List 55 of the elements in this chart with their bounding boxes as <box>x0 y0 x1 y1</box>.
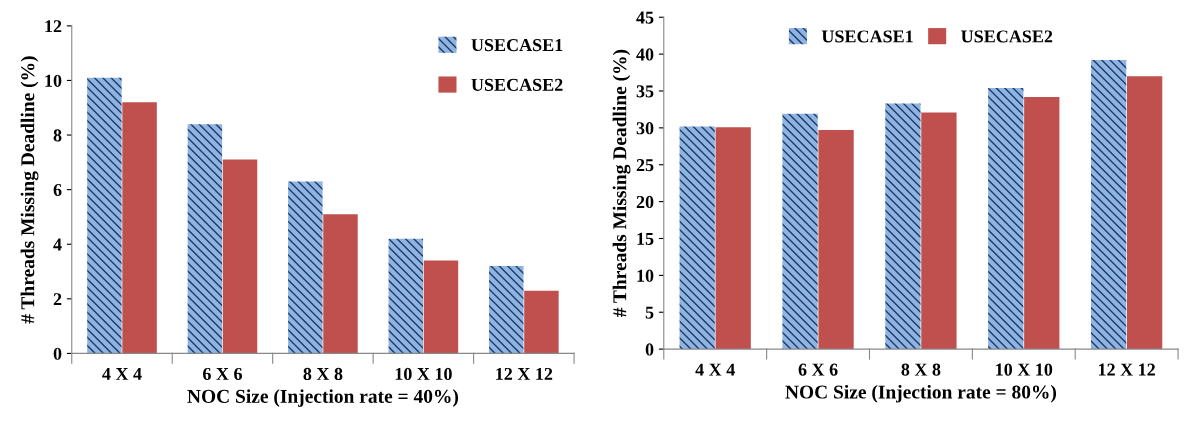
x-tick-label: 6 X 6 <box>798 363 838 376</box>
x-tick-label: 10 X 10 <box>996 363 1053 376</box>
legend-label: USECASE2 <box>471 78 563 91</box>
y-tick-label: 12 <box>45 20 62 33</box>
bar <box>885 103 921 350</box>
y-tick-label: 4 <box>53 238 62 251</box>
x-axis-title: NOC Size (Injection rate = 80%) <box>785 384 1057 403</box>
y-tick-label: 6 <box>53 183 62 197</box>
y-axis-title: # Threads Missing Deadline (%) <box>612 49 631 318</box>
y-tick-label: 0 <box>53 347 62 360</box>
bar <box>1126 76 1163 350</box>
y-tick-label: 0 <box>645 343 654 356</box>
bar <box>818 130 854 350</box>
bar <box>921 112 957 350</box>
x-axis-title: NOC Size (Injection rate = 40%) <box>187 389 459 407</box>
bar <box>187 124 223 354</box>
bar <box>288 181 323 354</box>
y-tick-label: 45 <box>636 11 654 24</box>
y-tick-label: 10 <box>45 74 62 87</box>
y-tick-label: 35 <box>636 85 654 98</box>
bar <box>423 260 459 354</box>
bar <box>1090 60 1127 350</box>
bar <box>988 88 1024 350</box>
y-tick-label: 10 <box>637 269 654 282</box>
bar <box>1024 96 1060 350</box>
bar <box>323 214 358 354</box>
legend-label: USECASE1 <box>471 39 563 52</box>
legend-label: USECASE2 <box>961 30 1053 43</box>
y-axis-title: # Threads Missing Deadline (%) <box>20 56 39 324</box>
y-tick-label: 15 <box>637 232 654 245</box>
y-tick-label: 8 <box>53 129 62 142</box>
x-tick-label: 4 X 4 <box>695 363 735 376</box>
x-tick-label: 4 X 4 <box>102 367 142 380</box>
y-tick-label: 2 <box>53 293 62 306</box>
bar <box>222 159 258 354</box>
x-tick-label: 10 X 10 <box>395 367 452 381</box>
bar <box>782 113 818 350</box>
bar <box>489 266 524 354</box>
x-tick-label: 12 X 12 <box>496 367 553 380</box>
y-tick-label: 20 <box>636 195 654 209</box>
x-tick-label: 12 X 12 <box>1098 363 1155 376</box>
bar <box>388 238 424 354</box>
bar <box>715 127 751 350</box>
legend-label: USECASE1 <box>821 30 913 43</box>
bar <box>122 102 157 354</box>
x-tick-label: 8 X 8 <box>901 363 941 376</box>
y-tick-label: 40 <box>636 48 654 61</box>
y-tick-label: 25 <box>636 159 654 172</box>
y-tick-label: 30 <box>636 122 654 135</box>
x-tick-label: 8 X 8 <box>303 367 343 381</box>
bar <box>87 77 122 354</box>
bar <box>524 290 559 354</box>
y-tick-label: 5 <box>645 306 654 319</box>
bar <box>679 126 715 350</box>
x-tick-label: 6 X 6 <box>203 367 242 381</box>
